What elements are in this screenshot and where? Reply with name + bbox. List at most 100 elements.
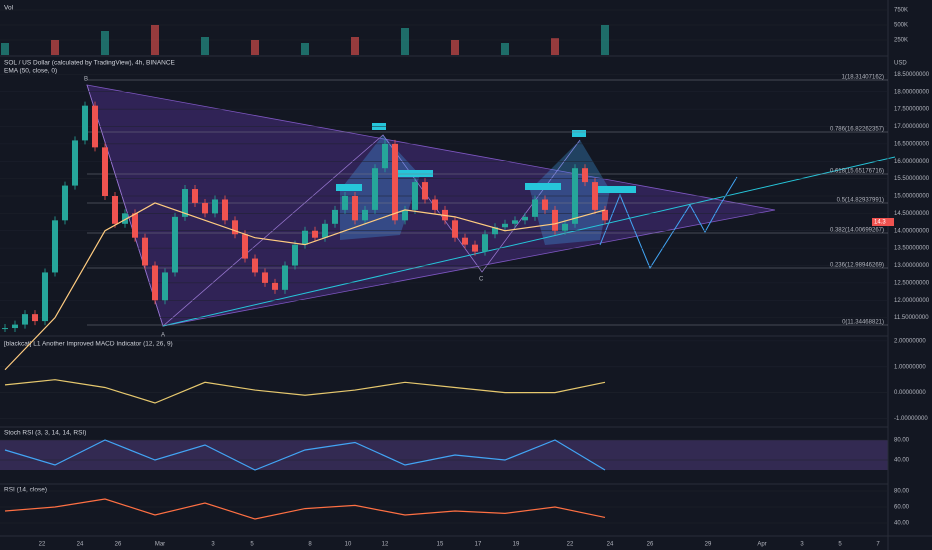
candle [362,209,368,221]
candle [252,258,258,273]
fib-label: 0.618(15.65176716) [830,169,884,175]
vol-label: Vol [4,5,14,12]
y-tick-label: 0.00000000 [894,390,926,396]
y-tick-label: 16.00000000 [894,159,930,165]
candle [422,182,428,200]
y-tick-label: 80.00 [894,438,910,444]
candle [482,234,488,252]
x-tick-label: 7 [876,542,880,548]
candle [432,199,438,210]
rsi-line [4,498,606,520]
x-tick-label: 17 [475,542,482,548]
candle [592,182,598,210]
volume-bar [501,43,509,55]
candle [522,216,528,221]
x-tick-label: 3 [800,542,804,548]
candle [92,105,98,148]
candle [402,209,408,221]
candle [242,234,248,259]
y-tick-label: 15.00000000 [894,194,930,200]
y-tick-label: 15.50000000 [894,176,930,182]
x-tick-label: Apr [757,542,766,548]
x-tick-label: 5 [838,542,842,548]
x-tick-label: 24 [77,542,84,548]
candle [212,199,218,214]
volume-bar [201,37,209,55]
marker [598,186,636,193]
y-tick-label: 13.50000000 [894,246,930,252]
candle [102,147,108,196]
candle [162,272,168,301]
candle [552,209,558,231]
volume-bar [51,40,59,55]
volume-bar [251,40,259,55]
fib-label: 0.382(14.00699267) [830,228,884,234]
x-tick-label: Mar [155,542,165,548]
candle [512,220,518,224]
candle [42,272,48,322]
candle [332,209,338,224]
candle [502,223,508,228]
candle [282,265,288,290]
y-tick-label: 11.50000000 [894,315,929,321]
candle [222,199,228,221]
y-tick-label: 14.00000000 [894,228,930,234]
point-label: B [84,77,88,83]
y-tick-label: 14.50000000 [894,211,930,217]
candle [452,220,458,238]
marker [525,183,561,190]
candle [322,223,328,238]
y-tick-label: -1.00000000 [894,416,928,422]
volume-bar [401,28,409,55]
x-tick-label: 3 [211,542,215,548]
price-tag [872,218,894,226]
x-tick-label: 10 [345,542,352,548]
x-tick-label: 24 [607,542,614,548]
candle [372,168,378,210]
fib-label: 0(11.34468821) [842,320,884,326]
fib-label: 0.5(14.82937991) [837,198,884,204]
candle [562,223,568,231]
y-tick-label: 17.50000000 [894,107,930,113]
y-tick-label: 13.00000000 [894,263,930,269]
symbol-title: SOL / US Dollar (calculated by TradingVi… [4,60,176,67]
candle [82,105,88,141]
candle [132,213,138,238]
candle [152,265,158,301]
x-tick-label: 22 [567,542,574,548]
candle [32,314,38,322]
x-tick-label: 12 [382,542,389,548]
candle [602,209,608,221]
x-tick-label: 29 [705,542,712,548]
candle [542,199,548,210]
candle [182,189,188,217]
candle [2,328,8,330]
x-tick-label: 19 [513,542,520,548]
y-tick-label: 40.00 [894,458,910,464]
y-tick-label: 18.00000000 [894,89,930,95]
y-tick-label: 750K [894,8,908,14]
y-tick-label: 16.50000000 [894,141,930,147]
candle [492,227,498,235]
volume-bar [551,38,559,55]
ema-label: EMA (50, close, 0) [4,68,57,75]
marker [336,184,362,191]
volume-bar [151,25,159,55]
candle [202,202,208,214]
x-tick-label: 26 [647,542,654,548]
candle [12,324,18,329]
y-tick-label: 12.00000000 [894,298,930,304]
x-tick-label: 8 [308,542,312,548]
y-tick-label: 18.50000000 [894,72,930,78]
marker [395,170,433,177]
point-label: A [161,333,165,339]
volume-bar [101,31,109,55]
y-tick-label: 17.00000000 [894,124,930,130]
projection [599,176,738,270]
trendline [162,156,896,327]
volume-bar [301,43,309,55]
macd-label: [blackcat] L1 Another Improved MACD Indi… [4,341,173,348]
stoch-label: Stoch RSI (3, 3, 14, 14, RSI) [4,430,86,437]
candle [22,314,28,325]
